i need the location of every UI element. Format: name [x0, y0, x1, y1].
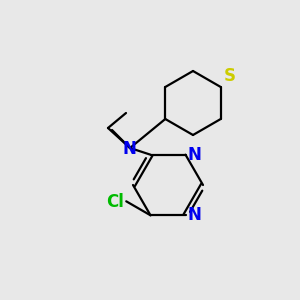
- Text: N: N: [188, 206, 201, 224]
- Text: Cl: Cl: [106, 193, 124, 211]
- Text: N: N: [188, 146, 201, 164]
- Text: S: S: [224, 67, 236, 85]
- Text: N: N: [122, 140, 136, 158]
